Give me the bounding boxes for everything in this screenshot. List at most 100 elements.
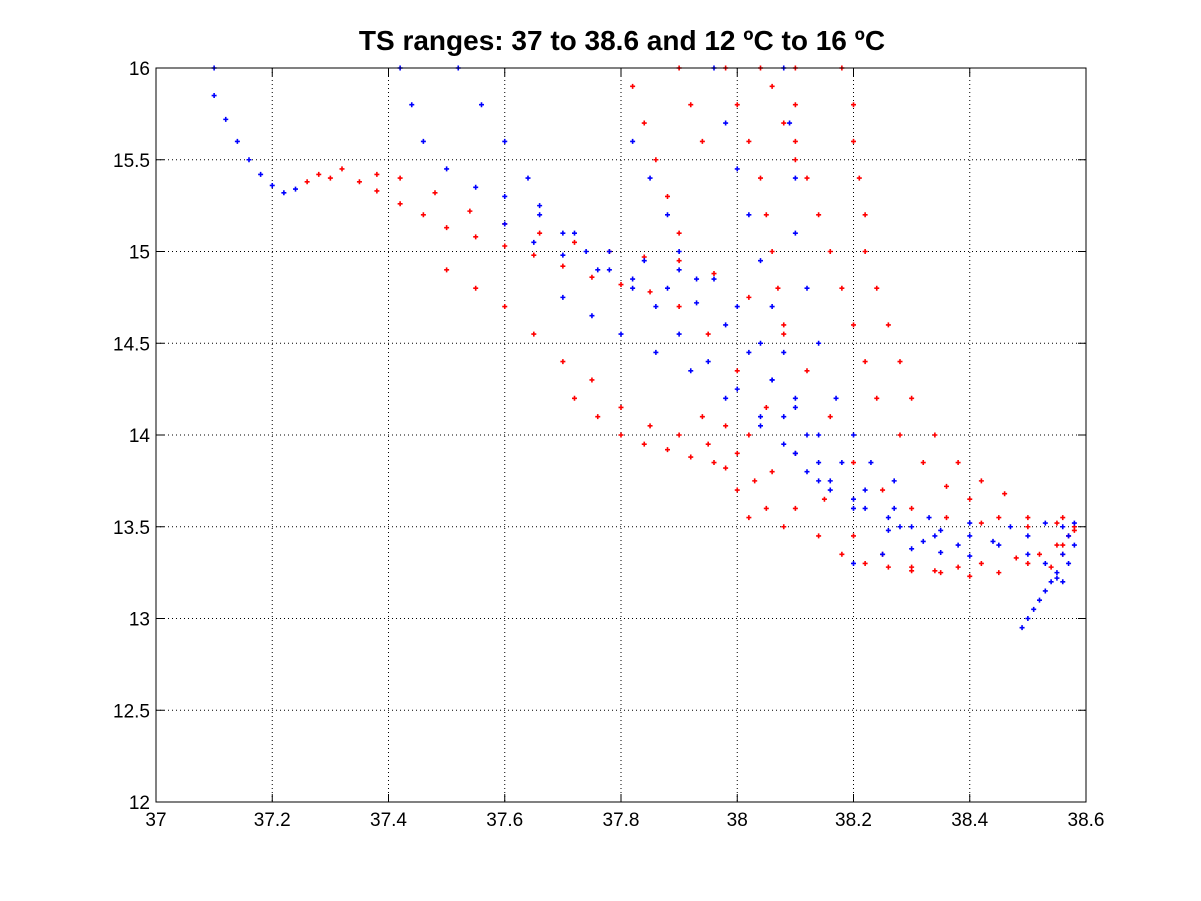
data-point [502,138,508,144]
data-point [1042,520,1048,526]
data-point [1048,564,1054,570]
data-point [647,423,653,429]
data-point [862,359,868,365]
data-point [676,249,682,254]
data-point [1060,551,1066,557]
data-point [781,322,787,328]
data-point [258,171,264,177]
y-tick-labels: 12 12.5 13 13.5 14 14.5 15 15.5 16 [113,59,150,814]
data-point [920,460,926,466]
data-point [816,212,822,218]
data-point [839,285,845,291]
data-point [851,322,856,328]
data-point [781,441,787,447]
data-point [676,230,682,236]
data-point [787,120,793,126]
data-point [630,276,636,282]
data-point [781,414,787,420]
data-point [234,138,240,144]
data-point [897,524,903,530]
data-point [246,157,252,163]
data-point [630,83,636,89]
data-point [955,564,961,570]
data-point [967,496,973,502]
data-point [641,258,647,264]
data-point [967,533,973,539]
data-point [763,404,769,410]
data-point [688,368,694,374]
data-point [595,267,601,273]
data-point [502,221,508,227]
data-point [316,171,322,177]
data-point [618,432,624,438]
data-point [589,313,595,319]
data-point [885,515,891,521]
data-point [856,175,862,181]
data-point [769,304,775,310]
data-point [978,560,984,566]
data-point [676,432,682,438]
data-point [792,395,798,401]
series-red-points [304,65,1077,579]
data-point [606,249,612,254]
data-point [885,322,891,328]
data-point [618,404,624,410]
data-point [1025,524,1031,530]
data-point [1019,625,1025,631]
data-point [1025,515,1031,521]
data-point [473,285,479,291]
data-point [293,186,298,192]
y-tick-label: 13.5 [113,518,150,539]
y-tick-label: 14.5 [113,334,150,355]
data-point [955,542,961,548]
data-point [374,171,380,177]
data-point [1071,527,1077,533]
data-point [589,377,595,383]
data-point [1025,533,1031,539]
data-point [560,359,566,365]
data-point [647,289,653,295]
data-point [572,239,577,245]
data-point [792,230,798,236]
data-point [746,432,752,438]
y-tick-label: 13 [129,610,150,631]
data-point [792,505,798,511]
data-point [653,349,659,355]
data-point [938,549,944,555]
y-tick-label: 14 [129,426,151,447]
y-tick-label: 12 [129,793,150,814]
data-point [694,300,700,306]
data-point [897,359,903,365]
x-tick-label: 38.4 [951,810,988,831]
data-point [444,166,450,172]
data-point [1031,606,1037,612]
data-point [432,190,438,196]
data-point [758,423,763,429]
data-point [723,395,729,401]
data-point [618,282,624,288]
data-point [909,546,915,552]
data-point [792,157,798,163]
data-point [938,527,944,533]
data-point [1060,542,1066,548]
data-point [967,573,973,579]
data-point [816,478,822,484]
x-tick-labels: 37 37.2 37.4 37.6 37.8 38 38.2 38.4 38.6 [145,810,1104,831]
data-point [374,188,380,194]
data-point [880,551,886,557]
data-point [909,505,915,511]
data-point [705,331,711,337]
data-point [955,460,961,466]
data-point [746,138,752,144]
data-point [688,454,694,460]
data-point [688,102,694,108]
data-point [420,138,426,144]
data-point [926,515,932,521]
data-point [711,271,717,277]
data-point [1013,555,1019,561]
data-point [746,349,752,355]
data-point [467,208,473,214]
data-point [1066,533,1072,539]
data-point [909,568,915,574]
data-point [944,483,949,489]
